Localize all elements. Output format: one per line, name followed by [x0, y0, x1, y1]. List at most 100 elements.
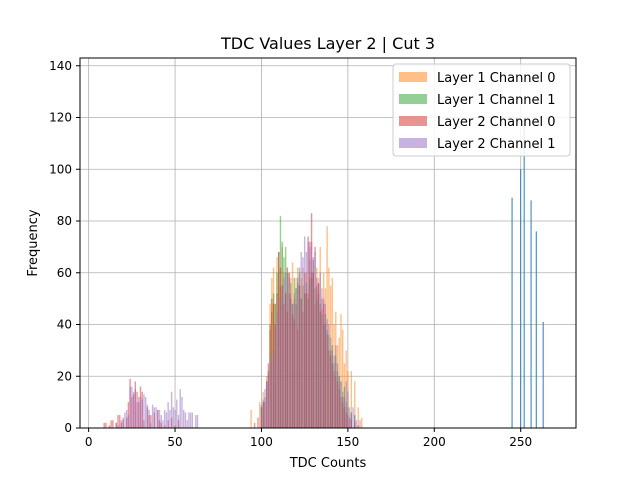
- bar: [291, 303, 294, 428]
- legend-label: Layer 2 Channel 1: [437, 137, 556, 152]
- bar: [329, 337, 332, 428]
- bar: [117, 425, 119, 428]
- bar: [284, 272, 287, 428]
- bar: [345, 381, 347, 428]
- bar: [103, 422, 105, 428]
- bar: [170, 391, 173, 428]
- bar: [286, 267, 289, 428]
- legend-box: [392, 63, 571, 157]
- y-tick-label: 80: [57, 214, 72, 228]
- x-tick-label: 50: [167, 435, 182, 449]
- bar: [350, 371, 353, 428]
- legend-label: Layer 1 Channel 1: [437, 93, 556, 108]
- bar: [322, 298, 325, 428]
- bar: [305, 252, 308, 428]
- x-tick-label: 100: [250, 435, 273, 449]
- y-axis-ticks: 0 20 40 60 80 100 120 140: [49, 59, 80, 435]
- bar: [146, 404, 149, 428]
- bar: [115, 422, 117, 428]
- y-tick-label: 100: [49, 162, 72, 176]
- bar: [157, 409, 159, 428]
- bar: [542, 321, 544, 428]
- bar: [314, 252, 316, 428]
- bar: [183, 409, 185, 428]
- bar: [181, 396, 183, 428]
- bar: [177, 415, 180, 428]
- x-axis-ticks: 0 50 100 150 200 250: [85, 428, 532, 449]
- bar: [297, 277, 299, 428]
- bar: [511, 197, 513, 428]
- bar: [179, 389, 181, 428]
- bar: [120, 420, 123, 428]
- bar: [347, 391, 349, 428]
- bar: [141, 399, 143, 428]
- legend-label: Layer 2 Channel 0: [437, 115, 556, 130]
- bar: [186, 420, 188, 428]
- x-tick-label: 150: [336, 435, 359, 449]
- chart-title: TDC Values Layer 2 | Cut 3: [220, 34, 435, 53]
- bar: [134, 389, 136, 428]
- bars-layer: [103, 120, 544, 429]
- x-tick-label: 250: [509, 435, 532, 449]
- bar: [303, 236, 306, 428]
- bar: [520, 169, 522, 429]
- bar: [108, 425, 111, 428]
- x-axis-label: TDC Counts: [289, 456, 367, 471]
- bar: [350, 412, 353, 428]
- bar: [530, 200, 532, 428]
- bar: [191, 412, 194, 428]
- bar: [295, 288, 297, 428]
- bar: [250, 409, 252, 428]
- bar: [290, 293, 292, 428]
- bar: [262, 399, 264, 428]
- bar: [272, 350, 275, 428]
- bar: [267, 376, 270, 428]
- bar: [124, 412, 126, 428]
- bar: [338, 376, 340, 428]
- bar: [189, 412, 192, 428]
- bar: [333, 355, 335, 428]
- legend-swatch: [399, 116, 427, 126]
- bar: [257, 417, 259, 428]
- bar: [309, 246, 311, 428]
- bar: [144, 396, 147, 428]
- bar: [328, 324, 330, 428]
- y-tick-label: 140: [49, 59, 72, 73]
- legend-swatch: [399, 72, 427, 82]
- bar: [324, 303, 327, 428]
- bar: [317, 283, 320, 428]
- bar: [348, 407, 351, 428]
- bar: [293, 298, 295, 428]
- bar: [158, 409, 161, 428]
- bar: [122, 420, 124, 428]
- bar: [288, 277, 290, 428]
- bar: [281, 285, 283, 428]
- bar: [335, 345, 337, 428]
- y-tick-label: 0: [64, 421, 72, 435]
- bar: [125, 409, 128, 428]
- bar: [271, 363, 273, 428]
- bar: [312, 257, 315, 428]
- bar: [160, 415, 162, 428]
- bar: [341, 329, 344, 428]
- bar: [316, 277, 318, 428]
- bar: [341, 391, 344, 428]
- plot-frame: [79, 57, 577, 429]
- bar: [167, 402, 169, 428]
- y-tick-label: 60: [57, 266, 72, 280]
- bar: [298, 267, 301, 428]
- bar: [148, 409, 150, 428]
- bar: [340, 314, 342, 428]
- bar: [172, 407, 175, 428]
- y-axis-label: Frequency: [26, 209, 41, 276]
- bar: [279, 298, 282, 428]
- bar: [260, 404, 263, 428]
- bar: [253, 422, 256, 428]
- bar: [136, 402, 138, 428]
- bar: [283, 277, 285, 428]
- bar: [174, 409, 176, 428]
- bar: [276, 311, 278, 428]
- x-tick-label: 0: [85, 435, 93, 449]
- bar: [355, 420, 358, 428]
